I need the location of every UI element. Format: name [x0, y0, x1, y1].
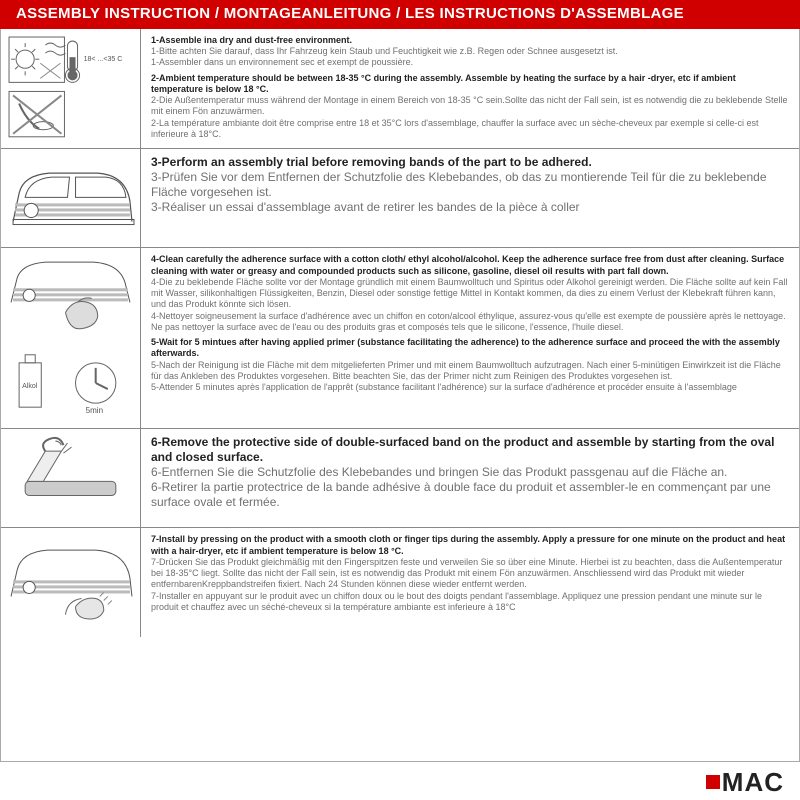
illustration-press — [1, 528, 141, 637]
step-alt: 4-Nettoyer soigneusement la surface d'ad… — [151, 311, 789, 334]
step-bold: 6-Remove the protective side of double-s… — [151, 435, 789, 465]
step-alt: 2-La température ambiante doit être comp… — [151, 118, 789, 141]
step-alt: 1-Assembler dans un environnement sec et… — [151, 57, 789, 68]
step-bold: 3-Perform an assembly trial before remov… — [151, 155, 789, 170]
instruction-text: 3-Perform an assembly trial before remov… — [141, 149, 799, 248]
instruction-text: 1-Assemble ina dry and dust-free environ… — [141, 29, 799, 148]
illustration-peel — [1, 429, 141, 528]
instruction-text: 4-Clean carefully the adherence surface … — [141, 248, 799, 427]
step-alt: 2-Die Außentemperatur muss während der M… — [151, 95, 789, 118]
svg-text:Alkol: Alkol — [22, 383, 38, 390]
step-alt: 3-Prüfen Sie vor dem Entfernen der Schut… — [151, 170, 789, 200]
press-icon — [5, 532, 136, 633]
step-bold: 7-Install by pressing on the product wit… — [151, 534, 789, 557]
step-bold: 1-Assemble ina dry and dust-free environ… — [151, 35, 789, 46]
step-alt: 6-Entfernen Sie die Schutzfolie des Kleb… — [151, 465, 789, 480]
svg-text:5min: 5min — [86, 407, 103, 416]
instruction-row: 7-Install by pressing on the product wit… — [1, 528, 799, 637]
instruction-row: 3-Perform an assembly trial before remov… — [1, 149, 799, 249]
step: 6-Remove the protective side of double-s… — [151, 435, 789, 510]
svg-text:18< ...<35 C: 18< ...<35 C — [84, 56, 123, 63]
step-bold: 2-Ambient temperature should be between … — [151, 73, 789, 96]
clean-icon: Alkol 5min — [5, 252, 136, 423]
logo-text: MAC — [722, 766, 784, 799]
instruction-rows: 18< ...<35 C 1-Assemble ina dry and dust… — [0, 29, 800, 762]
instruction-row: 6-Remove the protective side of double-s… — [1, 429, 799, 529]
logo-dot-icon — [706, 775, 720, 789]
instruction-text: 6-Remove the protective side of double-s… — [141, 429, 799, 528]
step: 5-Wait for 5 mintues after having applie… — [151, 337, 789, 393]
footer: MAC — [0, 762, 800, 800]
brand-logo: MAC — [706, 766, 784, 799]
illustration-car — [1, 149, 141, 248]
peel-icon — [5, 433, 136, 524]
illustration-cleaning: Alkol 5min — [1, 248, 141, 427]
step-alt: 7-Installer en appuyant sur le produit a… — [151, 591, 789, 614]
step-alt: 3-Réaliser un essai d'assemblage avant d… — [151, 200, 789, 215]
temp-icon: 18< ...<35 C — [5, 33, 136, 144]
step-alt: 6-Retirer la partie protectrice de la ba… — [151, 480, 789, 510]
step: 3-Perform an assembly trial before remov… — [151, 155, 789, 215]
header-title: ASSEMBLY INSTRUCTION / MONTAGEANLEITUNG … — [0, 0, 800, 29]
step: 2-Ambient temperature should be between … — [151, 73, 789, 141]
step-alt: 4-Die zu beklebende Fläche sollte vor de… — [151, 277, 789, 311]
car-icon — [5, 153, 136, 244]
step-alt: 1-Bitte achten Sie darauf, dass Ihr Fahr… — [151, 46, 789, 57]
instruction-text: 7-Install by pressing on the product wit… — [141, 528, 799, 637]
step: 1-Assemble ina dry and dust-free environ… — [151, 35, 789, 69]
step-alt: 7-Drücken Sie das Produkt gleichmäßig mi… — [151, 557, 789, 591]
step-bold: 4-Clean carefully the adherence surface … — [151, 254, 789, 277]
step: 4-Clean carefully the adherence surface … — [151, 254, 789, 333]
step-bold: 5-Wait for 5 mintues after having applie… — [151, 337, 789, 360]
instruction-row: Alkol 5min 4-Clean carefully the adheren… — [1, 248, 799, 428]
illustration-temperature: 18< ...<35 C — [1, 29, 141, 148]
instruction-row: 18< ...<35 C 1-Assemble ina dry and dust… — [1, 29, 799, 149]
step: 7-Install by pressing on the product wit… — [151, 534, 789, 613]
step-alt: 5-Nach der Reinigung ist die Fläche mit … — [151, 360, 789, 383]
step-alt: 5-Attender 5 minutes après l'application… — [151, 382, 789, 393]
